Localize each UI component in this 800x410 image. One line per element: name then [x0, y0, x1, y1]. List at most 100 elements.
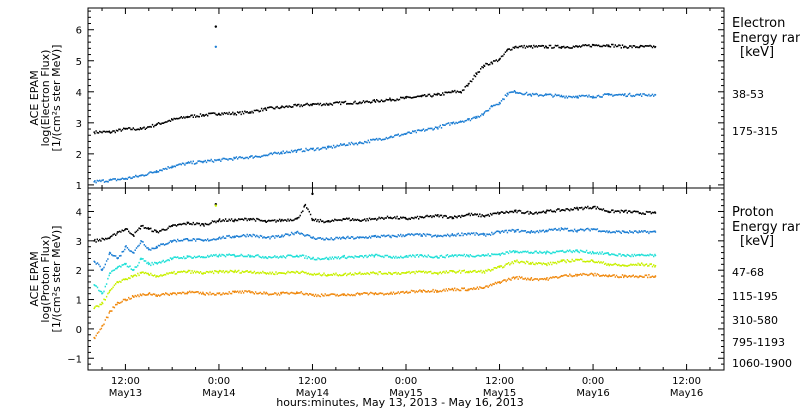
point-electron-0-17 [358, 101, 361, 104]
point-proton-2-38 [623, 254, 626, 257]
point-proton-0-38 [623, 210, 626, 213]
point-electron-0-2 [124, 128, 127, 130]
point-proton-2-13 [233, 254, 236, 257]
point-proton-0-5 [140, 225, 142, 228]
ytick-label-electron-2: 2 [76, 150, 82, 161]
proton-y-label: ACE EPAM log(Proton Flux) [1/(cm²s ster … [28, 226, 63, 333]
point-proton-1-3 [116, 257, 119, 260]
point-proton-1-4 [124, 245, 127, 248]
point-proton-3-16 [280, 272, 283, 275]
point-proton-1-34 [560, 228, 563, 230]
point-proton-4-28 [467, 288, 470, 291]
point-electron-1-17 [358, 142, 361, 144]
point-proton-4-15 [264, 292, 267, 295]
point-proton-4-12 [218, 292, 220, 295]
point-proton-3-6 [140, 272, 142, 275]
point-proton-4-29 [483, 286, 485, 289]
electron-legend-title-1: Electron [732, 16, 785, 31]
point-electron-0-24 [459, 90, 462, 93]
electron-legend: Electron Energy ranges [keV] 38-53 175-3… [732, 16, 800, 138]
point-electron-1-16 [342, 143, 345, 146]
point-proton-4-31 [514, 276, 517, 279]
point-electron-1-14 [311, 148, 314, 151]
point-proton-4-7 [147, 292, 150, 295]
point-electron-0-27 [483, 64, 485, 67]
electron-y-label: ACE EPAM log(Electron Flux) [1/(cm²s ste… [28, 45, 63, 152]
point-proton-4-34 [560, 275, 563, 277]
point-proton-2-36 [592, 251, 594, 254]
ytick-label-electron-5: 5 [76, 57, 82, 68]
point-proton-1-39 [638, 231, 641, 233]
point-proton-2-29 [483, 254, 485, 257]
point-proton-4-8 [155, 294, 158, 297]
point-proton-0-40 [654, 212, 657, 214]
series-proton-795-1193 [93, 258, 657, 310]
point-proton-4-27 [451, 288, 454, 291]
point-electron-1-11 [264, 154, 267, 157]
point-electron-1-4 [155, 170, 158, 172]
point-proton-4-2 [108, 310, 111, 313]
point-proton-1-25 [420, 234, 423, 236]
point-proton-3-1 [101, 301, 103, 304]
legend-electron-38-53: 38-53 [732, 88, 764, 101]
point-electron-0-22 [436, 93, 439, 96]
xtick-time-2: 12:00 [298, 376, 327, 387]
series-proton-47-68 [93, 203, 657, 243]
point-proton-2-19 [327, 257, 329, 260]
legend-proton-1060-1900: 1060-1900 [732, 357, 792, 370]
ytick-label-electron-3: 3 [76, 119, 82, 130]
point-proton-1-0 [93, 260, 96, 263]
point-proton-3-13 [233, 270, 236, 273]
electron-ylabel-line-1: ACE EPAM [28, 70, 41, 125]
point-proton-1-13 [233, 235, 236, 238]
point-proton-4-22 [373, 292, 376, 295]
proton-legend-title-2: Energy ranges [732, 220, 800, 235]
point-proton-4-1 [101, 325, 103, 327]
point-electron-0-19 [389, 98, 392, 101]
proton-ylabel-line-2: log(Proton Flux) [39, 235, 52, 322]
proton-ylabel-line-3: [1/(cm²s ster MeV)] [50, 226, 63, 333]
point-electron-1-24 [459, 120, 462, 123]
point-proton-3-36 [592, 260, 594, 263]
point-proton-1-18 [311, 237, 314, 239]
point-proton-2-28 [467, 254, 470, 257]
point-electron-1-37 [607, 93, 610, 96]
point-proton-1-8 [155, 245, 158, 248]
point-proton-0-33 [545, 210, 548, 213]
point-proton-3-28 [467, 270, 470, 273]
point-proton-3-37 [607, 263, 610, 266]
point-proton-0-14 [264, 220, 267, 223]
point-proton-1-30 [498, 231, 501, 233]
point-proton-4-21 [358, 292, 361, 295]
point-electron-1-12 [280, 151, 283, 154]
point-proton-0-34 [560, 209, 563, 211]
point-proton-1-17 [295, 231, 298, 233]
ytick-label-proton-3: 3 [76, 237, 82, 248]
point-proton-2-6 [140, 257, 142, 260]
point-electron-0-0 [93, 131, 96, 134]
point-proton-1-20 [342, 237, 345, 239]
point-electron-0-1 [108, 131, 111, 134]
point-proton-2-0 [93, 283, 96, 286]
point-proton-3-35 [576, 259, 579, 261]
point-electron-0-12 [280, 106, 283, 109]
point-proton-4-19 [327, 294, 329, 297]
electron-legend-title-2: Energy ranges [732, 31, 800, 46]
point-proton-0-29 [483, 214, 485, 217]
point-proton-3-3 [116, 281, 119, 283]
point-electron-0-37 [607, 44, 610, 47]
xtick-day-5: May16 [576, 388, 609, 399]
point-proton-1-1 [101, 269, 103, 272]
point-proton-3-5 [132, 275, 135, 277]
point-proton-2-34 [560, 250, 563, 253]
xtick-time-1: 0:00 [208, 376, 230, 387]
point-proton-0-21 [358, 219, 361, 222]
point-proton-3-19 [327, 273, 329, 276]
point-proton-2-37 [607, 253, 610, 255]
point-electron-1-36 [592, 95, 594, 98]
point-electron-0-38 [623, 45, 626, 48]
point-proton-1-12 [218, 237, 220, 239]
legend-proton-115-195: 115-195 [732, 290, 778, 303]
point-proton-2-21 [358, 256, 361, 258]
point-electron-0-39 [638, 45, 641, 48]
